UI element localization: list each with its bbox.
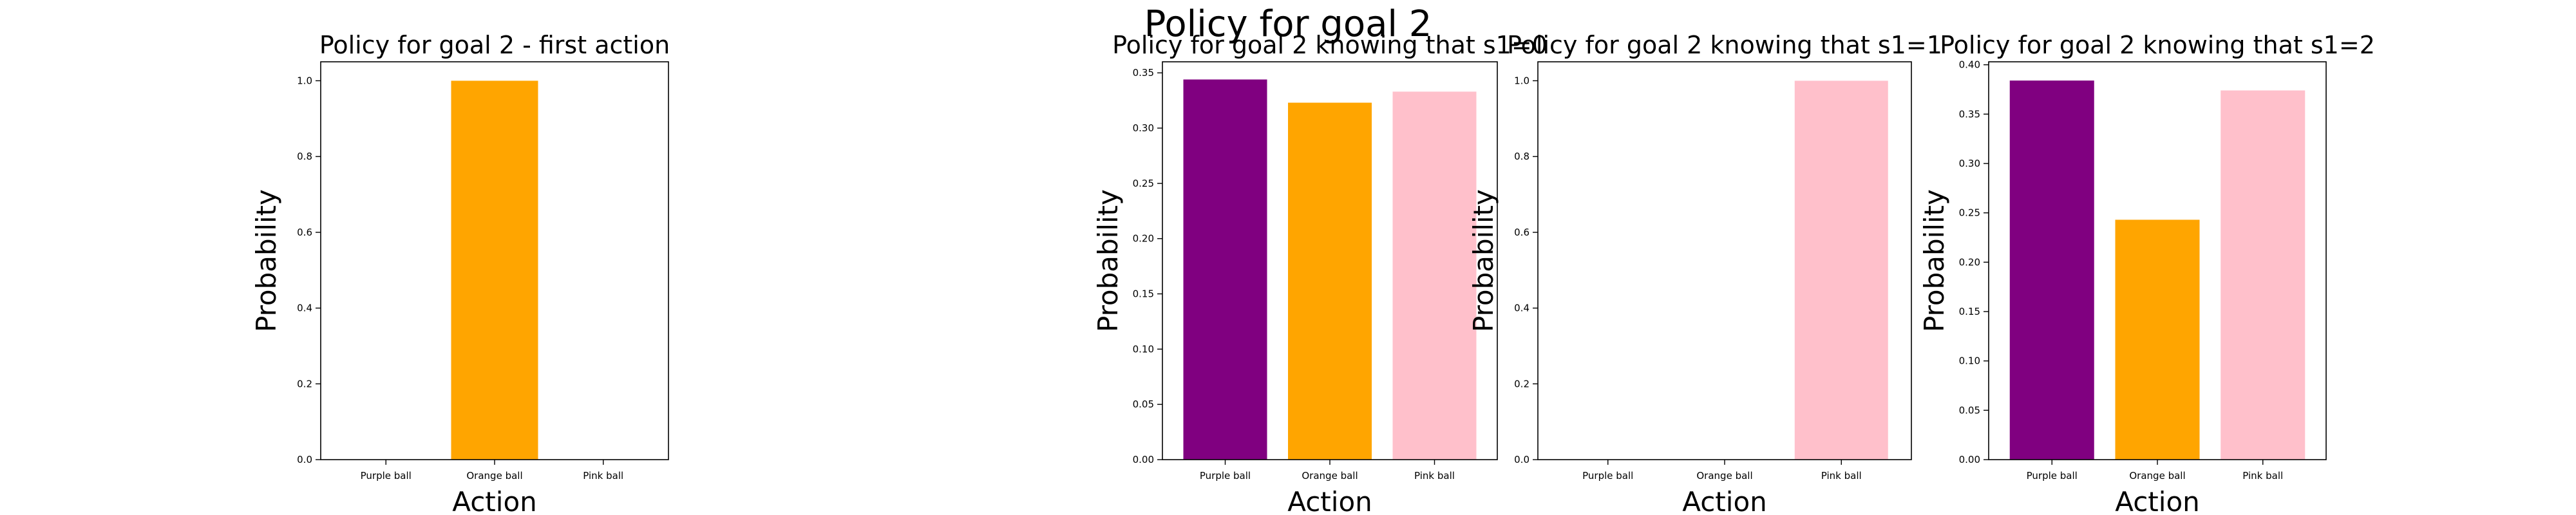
- y-tick-label: 0.40: [1959, 59, 1980, 71]
- y-tick-label: 0.8: [297, 151, 312, 162]
- x-axis-label: Action: [1287, 486, 1372, 515]
- y-tick-label: 0.20: [1133, 233, 1154, 245]
- figure-suptitle: Policy for goal 2: [1144, 3, 1432, 45]
- x-tick-label-orange-ball: Orange ball: [1696, 470, 1752, 482]
- y-tick-label: 0.4: [1514, 303, 1530, 314]
- y-tick-label: 0.2: [297, 378, 312, 389]
- y-axis-label: Probability: [1092, 189, 1124, 332]
- y-tick-label: 0.30: [1133, 122, 1154, 134]
- x-tick-label-orange-ball: Orange ball: [2129, 470, 2185, 482]
- y-tick-label: 0.8: [1514, 151, 1530, 162]
- bar-pink-ball: [2221, 90, 2306, 460]
- chart-panel-first-action: 0.0 0.2 0.4 0.6 0.8 1.0 Purple ball Orange ball…: [251, 31, 670, 515]
- panel-title: Policy for goal 2 knowing that s1=0: [1112, 31, 1548, 59]
- y-tick-label: 1.0: [297, 75, 312, 86]
- chart-panel-s1-0: 0.00 0.05 0.10 0.15 0.20 0.25 0.30 0.35 Purple b…: [1092, 31, 1548, 515]
- y-tick-label: 0.05: [1133, 398, 1154, 410]
- bar-pink-ball: [1794, 80, 1888, 460]
- y-tick-label: 0.25: [1959, 207, 1980, 219]
- bar-orange-ball: [451, 80, 538, 460]
- x-tick-label-pink-ball: Pink ball: [1414, 470, 1455, 482]
- panel-title: Policy for goal 2 - first action: [319, 31, 670, 59]
- y-tick-label: 0.30: [1959, 158, 1980, 169]
- y-tick-label: 0.6: [1514, 227, 1530, 238]
- x-tick-label-pink-ball: Pink ball: [2242, 470, 2283, 482]
- chart-panel-s1-1: 0.0 0.2 0.4 0.6 0.8 1.0 Purple ball Orange ball…: [1468, 31, 1942, 515]
- y-tick-label: 0.00: [1133, 454, 1154, 465]
- y-tick-label: 0.4: [297, 303, 312, 314]
- y-tick-label: 0.25: [1133, 178, 1154, 189]
- x-tick-label-orange-ball: Orange ball: [1302, 470, 1358, 482]
- chart-panel-s1-2: 0.00 0.05 0.10 0.15 0.20 0.25 0.30 0.35 0.40 Purp…: [1918, 31, 2375, 515]
- x-tick-label-purple-ball: Purple ball: [1582, 470, 1633, 482]
- y-tick-label: 0.00: [1959, 454, 1980, 465]
- panel-title: Policy for goal 2 knowing that s1=2: [1940, 31, 2375, 59]
- bar-pink-ball: [1392, 91, 1477, 460]
- x-axis-label: Action: [1682, 486, 1767, 515]
- y-tick-label: 0.2: [1514, 378, 1530, 389]
- y-tick-label: 0.20: [1959, 256, 1980, 268]
- y-tick-label: 0.0: [1514, 454, 1530, 465]
- y-tick-label: 0.35: [1959, 108, 1980, 120]
- y-tick-label: 0.35: [1133, 67, 1154, 79]
- y-tick-label: 0.10: [1133, 343, 1154, 355]
- bar-orange-ball: [2115, 220, 2200, 460]
- y-tick-label: 0.15: [1133, 288, 1154, 300]
- y-tick-label: 0.0: [297, 454, 312, 465]
- y-tick-label: 0.6: [297, 227, 312, 238]
- x-tick-label-purple-ball: Purple ball: [2027, 470, 2078, 482]
- y-axis-label: Probability: [1918, 189, 1950, 332]
- x-axis-label: Action: [452, 486, 537, 515]
- y-tick-label: 1.0: [1514, 75, 1530, 86]
- x-tick-label-pink-ball: Pink ball: [1821, 470, 1862, 482]
- x-tick-label-orange-ball: Orange ball: [466, 470, 522, 482]
- bar-orange-ball: [1288, 102, 1372, 460]
- y-tick-label: 0.05: [1959, 404, 1980, 416]
- bar-purple-ball: [1183, 79, 1267, 460]
- y-axis-label: Probability: [1468, 189, 1499, 332]
- x-tick-label-pink-ball: Pink ball: [583, 470, 623, 482]
- y-tick-label: 0.15: [1959, 306, 1980, 317]
- panel-title: Policy for goal 2 knowing that s1=1: [1507, 31, 1942, 59]
- x-tick-label-purple-ball: Purple ball: [361, 470, 412, 482]
- x-tick-label-purple-ball: Purple ball: [1200, 470, 1251, 482]
- y-axis-label: Probability: [251, 189, 282, 332]
- x-axis-label: Action: [2115, 486, 2200, 515]
- y-tick-label: 0.10: [1959, 355, 1980, 367]
- bar-purple-ball: [2009, 80, 2094, 460]
